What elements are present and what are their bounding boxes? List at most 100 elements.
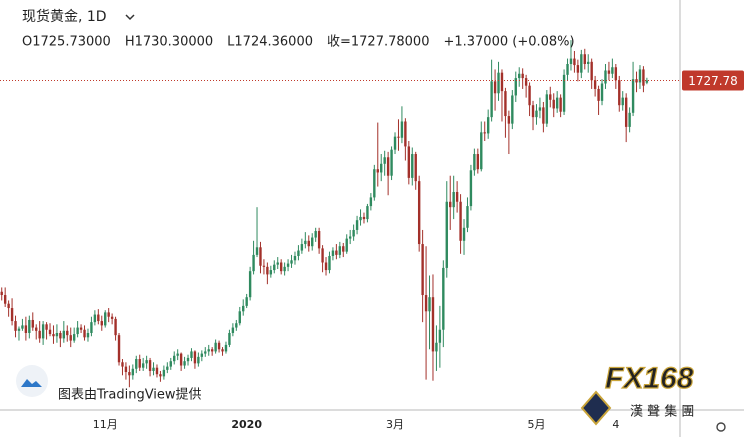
candle-body — [121, 362, 124, 367]
candle-body — [317, 231, 321, 249]
candle-body — [311, 237, 314, 247]
candle-body — [545, 94, 549, 124]
ohlc-value: +1.37000 (+0.08%) — [443, 35, 574, 50]
candle-body — [621, 97, 624, 106]
candle-body — [600, 83, 604, 101]
candle-body — [466, 206, 469, 228]
candle-body — [376, 169, 379, 173]
candle-body — [431, 297, 435, 352]
candle-body — [100, 321, 103, 326]
candle-body — [131, 368, 135, 376]
candle-body — [297, 250, 300, 256]
candle-body — [10, 308, 14, 322]
candle-body — [190, 351, 193, 358]
candle-body — [290, 260, 293, 264]
candle-body — [390, 149, 393, 176]
candle-body — [628, 112, 631, 127]
candle-body — [452, 191, 455, 208]
candle-body — [86, 332, 90, 338]
candle-body — [355, 220, 359, 230]
candle-body — [28, 319, 31, 333]
candle-body — [66, 330, 69, 336]
candle-body — [69, 335, 72, 341]
candle-body — [245, 297, 248, 306]
logo-text: FX168 — [605, 362, 694, 395]
candle-body — [41, 324, 45, 339]
settings-gear[interactable] — [716, 422, 726, 432]
candle-body — [159, 374, 162, 377]
candle-body — [286, 263, 290, 267]
candle-body — [569, 58, 573, 64]
candle-body — [542, 107, 545, 124]
fx168-logo: FX168 漢 聲 集 團 — [580, 361, 694, 426]
candle-body — [435, 342, 438, 352]
candle-body — [421, 244, 424, 296]
candle-body — [104, 312, 107, 326]
candle-body — [497, 72, 500, 94]
candle-body — [221, 349, 224, 352]
candle-body — [128, 372, 131, 376]
candle-body — [169, 361, 172, 367]
candle-body — [552, 99, 555, 109]
candle-body — [555, 97, 559, 109]
candle-body — [228, 332, 231, 345]
candle-body — [383, 157, 386, 164]
candle-body — [411, 154, 414, 178]
candle-body — [462, 227, 466, 241]
candle-body — [514, 78, 517, 96]
candle-body — [483, 132, 486, 134]
candle-body — [141, 363, 145, 368]
candle-body — [55, 332, 59, 337]
candle-body — [449, 201, 452, 208]
candle-body — [83, 329, 86, 338]
x-tick-label: 5月 — [527, 418, 545, 431]
candle-body — [493, 81, 497, 94]
candle-body — [62, 330, 66, 339]
candle-body — [283, 266, 286, 272]
candle-body — [269, 270, 273, 275]
candle-body — [580, 54, 583, 73]
candle-body — [259, 247, 262, 266]
logo-subtext: 漢 聲 集 團 — [630, 404, 694, 420]
candle-body — [638, 69, 642, 83]
candle-body — [480, 132, 483, 170]
candle-body — [235, 323, 238, 328]
candle-body — [179, 353, 183, 366]
candle-body — [486, 117, 490, 134]
candle-body — [321, 248, 324, 263]
candle-body — [300, 244, 304, 251]
x-tick-label: 4 — [612, 418, 619, 431]
candle-body — [252, 254, 255, 272]
candle-body — [304, 240, 307, 245]
candle-body — [521, 73, 524, 79]
candle-body — [380, 163, 383, 173]
candle-body — [138, 359, 141, 368]
candle-body — [52, 334, 55, 337]
candle-body — [414, 154, 417, 182]
candle-body — [407, 146, 411, 178]
candle-body — [469, 170, 473, 207]
candle-body — [573, 58, 576, 66]
x-tick-label: 3月 — [386, 418, 404, 431]
candle-body — [162, 369, 166, 377]
candle-body — [524, 78, 528, 86]
x-tick-label: 11月 — [93, 418, 118, 431]
candle-body — [473, 154, 476, 171]
candle-body — [3, 295, 7, 304]
candle-body — [424, 295, 428, 312]
candle-body — [583, 54, 586, 64]
candle-body — [373, 169, 376, 198]
candle-body — [176, 353, 179, 356]
candle-body — [393, 136, 397, 150]
candle-body — [72, 334, 76, 341]
candle-body — [59, 332, 62, 339]
candle-body — [231, 327, 235, 333]
candle-body — [538, 107, 542, 111]
settings-icon[interactable] — [716, 422, 726, 432]
candle-body — [31, 319, 34, 328]
candle-body — [549, 94, 552, 100]
interval-dropdown[interactable] — [125, 14, 135, 21]
last-price-label: 1727.78 — [688, 74, 738, 88]
candle-body — [200, 353, 204, 357]
